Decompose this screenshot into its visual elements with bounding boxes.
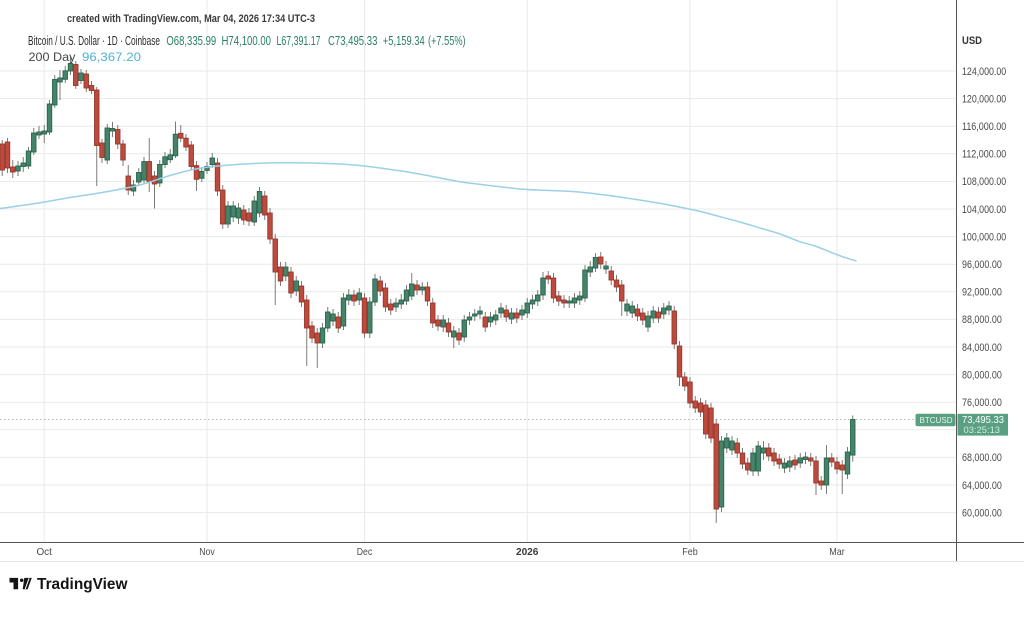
svg-text:92,000.00: 92,000.00 bbox=[962, 287, 1002, 299]
svg-text:112,000.00: 112,000.00 bbox=[962, 149, 1006, 161]
svg-text:84,000.00: 84,000.00 bbox=[962, 342, 1002, 354]
svg-text:03:25:13: 03:25:13 bbox=[964, 425, 1001, 436]
svg-text:80,000.00: 80,000.00 bbox=[962, 369, 1002, 381]
svg-text:68,000.00: 68,000.00 bbox=[962, 452, 1002, 464]
svg-text:96,000.00: 96,000.00 bbox=[962, 259, 1002, 271]
svg-text:2026: 2026 bbox=[516, 546, 539, 558]
svg-text:Nov: Nov bbox=[199, 546, 215, 558]
svg-text:created with TradingView.com,: created with TradingView.com, Mar 04, 20… bbox=[67, 13, 315, 25]
svg-text:L67,391.17: L67,391.17 bbox=[277, 33, 321, 48]
svg-text:108,000.00: 108,000.00 bbox=[962, 176, 1006, 188]
svg-text:Dec: Dec bbox=[357, 546, 373, 558]
svg-text:120,000.00: 120,000.00 bbox=[962, 93, 1006, 105]
svg-text:Mar: Mar bbox=[829, 546, 845, 558]
svg-text:Feb: Feb bbox=[682, 546, 698, 558]
svg-text:BTCUSD: BTCUSD bbox=[920, 416, 953, 425]
svg-text:124,000.00: 124,000.00 bbox=[962, 66, 1006, 78]
svg-text:73,495.33: 73,495.33 bbox=[962, 414, 1004, 426]
svg-text:C73,495.33: C73,495.33 bbox=[328, 33, 377, 48]
svg-text:TradingView: TradingView bbox=[37, 576, 128, 593]
svg-text:76,000.00: 76,000.00 bbox=[962, 397, 1002, 409]
svg-text:+5,159.34: +5,159.34 bbox=[383, 33, 425, 48]
svg-text:88,000.00: 88,000.00 bbox=[962, 314, 1002, 326]
svg-text:200 Day: 200 Day bbox=[29, 52, 76, 64]
svg-text:96,367.20: 96,367.20 bbox=[82, 52, 141, 64]
svg-text:O68,335.99: O68,335.99 bbox=[166, 33, 216, 48]
svg-text:104,000.00: 104,000.00 bbox=[962, 204, 1006, 216]
svg-text:64,000.00: 64,000.00 bbox=[962, 480, 1002, 492]
svg-text:116,000.00: 116,000.00 bbox=[962, 121, 1006, 133]
svg-text:USD: USD bbox=[962, 35, 982, 47]
svg-text:Oct: Oct bbox=[36, 546, 52, 558]
svg-text:Bitcoin / U.S. Dollar · 1D · C: Bitcoin / U.S. Dollar · 1D · Coinbase bbox=[28, 33, 160, 48]
svg-text:H74,100.00: H74,100.00 bbox=[222, 33, 272, 48]
svg-text:100,000.00: 100,000.00 bbox=[962, 231, 1006, 243]
svg-text:60,000.00: 60,000.00 bbox=[962, 507, 1002, 519]
svg-text:(+7.55%): (+7.55%) bbox=[428, 33, 466, 48]
